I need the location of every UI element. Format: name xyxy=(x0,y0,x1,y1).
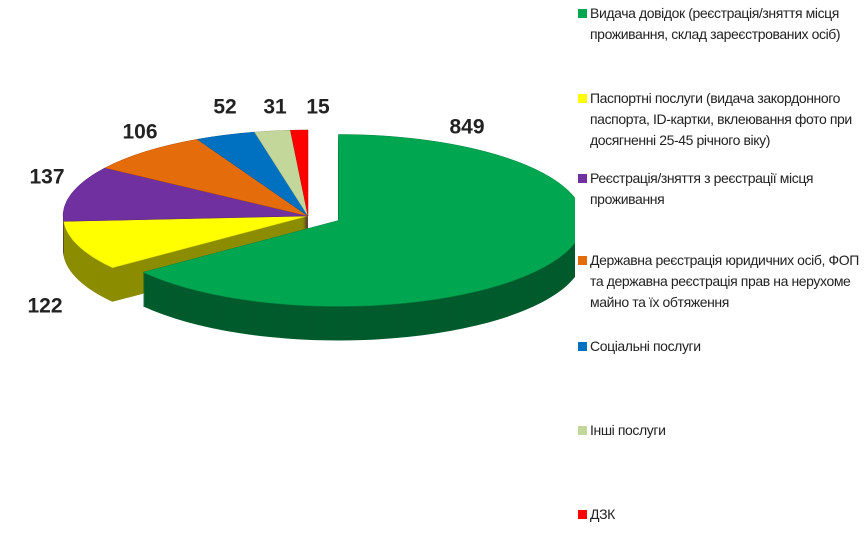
legend-item: Паспортні послуги (видача закордонного п… xyxy=(578,88,863,151)
legend-item: Інші послуги xyxy=(578,420,863,441)
legend-label: Соціальні послуги xyxy=(590,338,701,354)
legend-item: ДЗК xyxy=(578,504,863,525)
slice xyxy=(142,134,575,307)
pie-area: 849 122 137 106 52 31 15 xyxy=(27,96,575,341)
legend-item: Видача довідок (реєстрація/зняття місця … xyxy=(578,3,863,45)
legend-label: Видача довідок (реєстрація/зняття місця … xyxy=(590,5,841,42)
legend-swatch xyxy=(578,9,587,18)
value-label: 52 xyxy=(213,96,236,119)
value-label: 849 xyxy=(449,116,484,139)
slice xyxy=(62,167,309,222)
value-label: 31 xyxy=(263,96,287,119)
legend-label: ДЗК xyxy=(590,506,615,522)
legend-item: Державна реєстрація юридичних осіб, ФОП … xyxy=(578,250,863,313)
legend-label: Державна реєстрація юридичних осіб, ФОП … xyxy=(590,252,859,310)
legend-label: Паспортні послуги (видача закордонного п… xyxy=(590,90,852,148)
legend-item: Соціальні послуги xyxy=(578,336,863,357)
legend-label: Реєстрація/зняття з реєстрації місця про… xyxy=(590,170,814,207)
legend-swatch xyxy=(578,94,587,103)
value-label: 137 xyxy=(29,166,64,189)
slice xyxy=(63,215,309,269)
legend-swatch xyxy=(578,510,587,519)
slice xyxy=(290,129,309,217)
legend-label: Інші послуги xyxy=(590,422,666,438)
value-label: 122 xyxy=(27,295,62,318)
legend-swatch xyxy=(578,174,587,183)
slice xyxy=(104,139,309,217)
value-label: 15 xyxy=(306,96,330,119)
value-label: 106 xyxy=(122,121,157,144)
legend-swatch xyxy=(578,342,587,351)
legend-swatch xyxy=(578,256,587,265)
legend-swatch xyxy=(578,426,587,435)
legend-item: Реєстрація/зняття з реєстрації місця про… xyxy=(578,168,863,210)
